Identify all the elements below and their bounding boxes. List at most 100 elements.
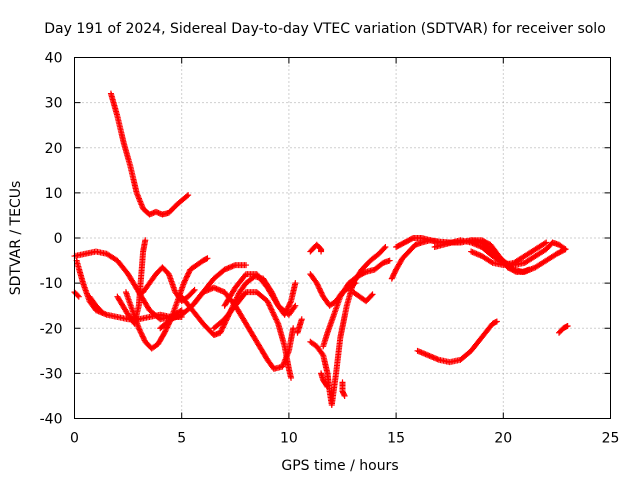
data-point <box>361 269 368 276</box>
series-arc-8 <box>140 264 198 305</box>
data-point <box>386 257 393 264</box>
data-point <box>161 329 168 336</box>
data-point <box>164 324 171 331</box>
x-tick-label: 10 <box>280 431 298 447</box>
data-point <box>140 336 147 343</box>
y-tick-label: -10 <box>40 276 63 292</box>
series-arc-13 <box>210 289 295 381</box>
data-point <box>135 325 142 332</box>
data-point <box>286 300 293 307</box>
data-point <box>139 333 146 340</box>
data-point <box>287 299 294 306</box>
x-tick-label: 5 <box>177 431 186 447</box>
data-point <box>235 291 242 298</box>
grid <box>74 57 611 419</box>
data-point <box>180 280 187 287</box>
data-point <box>98 308 105 315</box>
y-tick-label: 10 <box>45 186 63 202</box>
data-point <box>318 290 325 297</box>
data-point <box>488 258 495 265</box>
data-point <box>319 351 326 358</box>
data-point <box>288 374 295 381</box>
data-point <box>315 284 322 291</box>
data-point <box>284 304 291 311</box>
data-point <box>290 325 297 332</box>
data-point <box>185 269 192 276</box>
data-point <box>204 255 211 262</box>
y-tick-label: 40 <box>45 51 63 67</box>
data-point <box>317 288 324 295</box>
data-point <box>162 327 169 334</box>
data-point <box>493 318 500 325</box>
series-arc-27 <box>556 322 571 336</box>
data-point <box>382 244 389 251</box>
data-point <box>526 266 533 273</box>
x-axis-label: GPS time / hours <box>281 458 398 474</box>
data-point <box>140 334 147 341</box>
data-point <box>292 302 299 309</box>
series-arc-18 <box>318 370 331 390</box>
data-point <box>315 282 322 289</box>
data-point <box>74 292 81 299</box>
data-point <box>234 293 241 300</box>
data-point <box>75 293 82 300</box>
data-point <box>99 309 106 316</box>
data-point <box>564 322 571 329</box>
series-arc-26 <box>414 318 500 366</box>
data-point <box>562 246 569 253</box>
data-point <box>185 270 192 277</box>
data-point <box>217 329 224 336</box>
data-point <box>369 291 376 298</box>
data-point <box>381 245 388 252</box>
data-point <box>160 331 167 338</box>
data-point <box>183 193 190 200</box>
data-point <box>182 276 189 283</box>
series-arc-20 <box>339 379 348 399</box>
data-point <box>139 332 146 339</box>
data-point <box>291 303 298 310</box>
data-point <box>368 292 375 299</box>
data-point <box>561 245 568 252</box>
data-point <box>543 239 550 246</box>
data-point <box>221 321 228 328</box>
series-arc-21 <box>350 289 376 305</box>
data-point <box>217 328 224 335</box>
data-point <box>184 272 191 279</box>
data-point <box>324 383 331 390</box>
data-point <box>190 288 197 295</box>
data-point <box>191 286 198 293</box>
y-axis-label: SDTVAR / TECUs <box>8 181 24 296</box>
data-point <box>138 330 145 337</box>
chart-title: Day 191 of 2024, Sidereal Day-to-day VTE… <box>44 21 606 37</box>
data-point <box>298 316 305 323</box>
data-point <box>162 328 169 335</box>
data-point <box>137 329 144 336</box>
data-point <box>182 277 189 284</box>
data-point <box>316 285 323 292</box>
data-point <box>137 327 144 334</box>
data-point <box>218 327 225 334</box>
data-point <box>219 324 226 331</box>
series-arc-4 <box>71 289 82 300</box>
data-point <box>541 240 548 247</box>
series-arc-12 <box>221 271 299 318</box>
data-point <box>286 302 293 309</box>
data-marks <box>71 90 571 408</box>
series-arc-17 <box>307 244 389 408</box>
data-point <box>292 280 299 287</box>
y-tick-label: -30 <box>40 366 63 382</box>
data-point <box>185 192 192 199</box>
data-point <box>183 274 190 281</box>
series-arc-15 <box>307 241 325 255</box>
data-point <box>219 325 226 332</box>
series-arc-1 <box>107 90 192 218</box>
y-tick-label: 0 <box>54 231 63 247</box>
series-arc-19 <box>320 257 393 350</box>
data-point <box>142 237 149 244</box>
data-point <box>316 286 323 293</box>
y-tick-label: -40 <box>40 412 63 428</box>
y-tick-label: 30 <box>45 96 63 112</box>
data-point <box>220 322 227 329</box>
series-arc-2 <box>71 248 185 323</box>
y-tick-label: 20 <box>45 141 63 157</box>
